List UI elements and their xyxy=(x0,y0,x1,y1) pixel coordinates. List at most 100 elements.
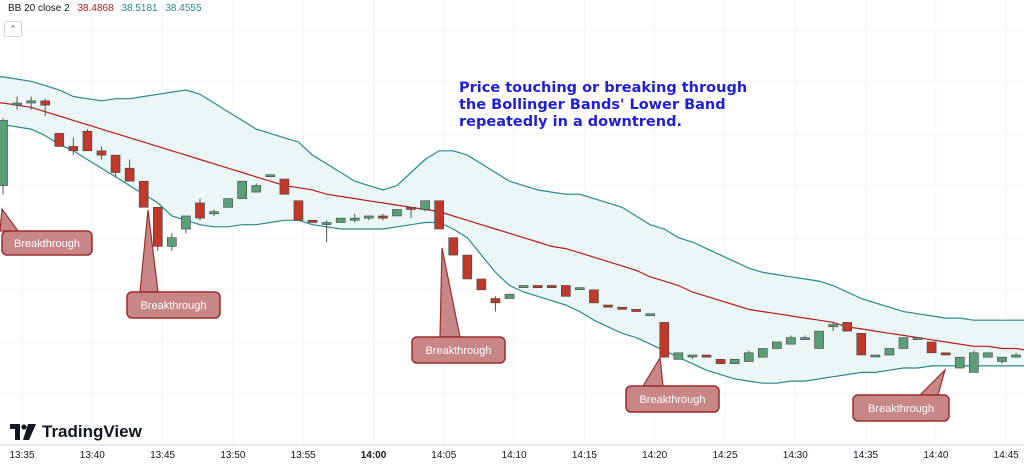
candle xyxy=(870,354,881,358)
candle-body xyxy=(940,352,951,356)
candle-body xyxy=(26,100,36,104)
candle-body xyxy=(884,348,895,356)
candle xyxy=(504,293,515,299)
candle xyxy=(378,213,388,221)
candle-body xyxy=(546,285,557,288)
x-axis-ticks: 13:35 13:40 13:45 13:50 13:55 14:00 14:05 14:10… xyxy=(9,450,1019,461)
candle xyxy=(926,341,937,354)
candle xyxy=(167,233,177,251)
candle-body xyxy=(124,167,135,182)
candle xyxy=(490,296,501,312)
candle-body xyxy=(420,200,430,210)
candle xyxy=(152,206,163,251)
candle-body xyxy=(926,341,937,354)
candle-body xyxy=(167,237,177,247)
collapse-legend-button[interactable]: ⌃ xyxy=(4,21,22,37)
candle-body xyxy=(589,289,599,304)
tradingview-logo[interactable]: TradingView xyxy=(10,422,142,442)
callout-label: Breakthrough xyxy=(140,300,206,312)
candle-body xyxy=(448,237,459,256)
candle xyxy=(954,356,965,369)
candle xyxy=(1011,352,1021,358)
candle xyxy=(560,285,571,297)
candle xyxy=(631,309,641,312)
candle-body xyxy=(800,337,810,340)
candle-body xyxy=(504,293,515,299)
candle-body xyxy=(40,100,51,106)
candle-body xyxy=(772,341,782,349)
candle xyxy=(645,313,656,317)
callout-box xyxy=(411,336,506,364)
candle-body xyxy=(68,146,79,152)
candle xyxy=(406,206,416,219)
candle-body xyxy=(560,285,571,297)
candle xyxy=(265,174,276,177)
candle-body xyxy=(659,322,670,358)
callout-label: Breakthrough xyxy=(14,238,80,250)
candle-body xyxy=(392,209,402,217)
candle xyxy=(912,337,923,340)
x-tick-label: 14:25 xyxy=(712,450,737,461)
candle-body xyxy=(603,304,613,308)
candle-body xyxy=(82,130,93,152)
candle xyxy=(321,220,332,243)
candle xyxy=(364,215,374,221)
x-tick-label: 14:20 xyxy=(642,450,667,461)
breakthrough-callout: Breakthrough xyxy=(126,209,221,319)
lower-band-line xyxy=(0,124,1024,384)
candle xyxy=(420,200,430,212)
candle-body xyxy=(96,150,107,156)
candle xyxy=(603,304,613,308)
x-tick-label: 13:35 xyxy=(9,450,34,461)
legend-upper-value: 38.5181 xyxy=(121,3,158,14)
breakthrough-callouts: Breakthrough Breakthrough Breakthrough Brea… xyxy=(0,207,950,422)
candle xyxy=(12,96,22,110)
x-tick-label: 14:05 xyxy=(431,450,456,461)
candle-body xyxy=(842,322,853,332)
candle-body xyxy=(195,202,205,219)
candle-body xyxy=(0,120,8,186)
callout-label: Breakthrough xyxy=(425,345,491,357)
legend-indicator-name: BB 20 close 2 xyxy=(8,3,70,14)
candle xyxy=(532,285,543,288)
candle xyxy=(0,118,8,195)
band-fill-area xyxy=(0,76,1024,384)
candle xyxy=(729,359,740,364)
candle-body xyxy=(251,185,262,193)
candle-body xyxy=(364,215,374,219)
candle-body xyxy=(307,220,318,223)
x-tick-label: 14:15 xyxy=(572,450,597,461)
basis-line xyxy=(0,102,1024,351)
candle-body xyxy=(518,285,529,288)
candle-body xyxy=(1011,354,1021,358)
candle xyxy=(757,348,768,358)
callout-pointer xyxy=(439,247,461,338)
candle xyxy=(969,350,979,373)
candle xyxy=(687,354,698,360)
candle xyxy=(983,352,993,358)
candle-body xyxy=(645,313,656,317)
chart-annotation: Price touching or breaking through the B… xyxy=(459,80,748,130)
candle-body xyxy=(687,354,698,358)
candle xyxy=(26,96,36,110)
candle-body xyxy=(828,324,838,328)
legend-lower-value: 38.4555 xyxy=(165,3,202,14)
x-tick-label: 14:10 xyxy=(502,450,527,461)
candle xyxy=(856,332,867,356)
candlestick-series xyxy=(0,96,1021,373)
legend-basis-value: 38.4868 xyxy=(77,3,114,14)
x-tick-label: 14:40 xyxy=(923,450,948,461)
candle xyxy=(884,348,895,356)
candle xyxy=(476,278,487,291)
candle xyxy=(279,178,290,195)
candle-body xyxy=(983,352,993,358)
x-tick-label: 14:35 xyxy=(853,450,878,461)
indicator-legend[interactable]: BB 20 close 2 38.4868 38.5181 38.4555 xyxy=(8,3,207,14)
candle-body xyxy=(870,354,881,358)
tradingview-logo-icon xyxy=(10,424,36,440)
candle-body xyxy=(434,200,444,230)
candle-body xyxy=(378,215,388,219)
candle-body xyxy=(349,217,360,221)
candle-body xyxy=(138,180,149,208)
